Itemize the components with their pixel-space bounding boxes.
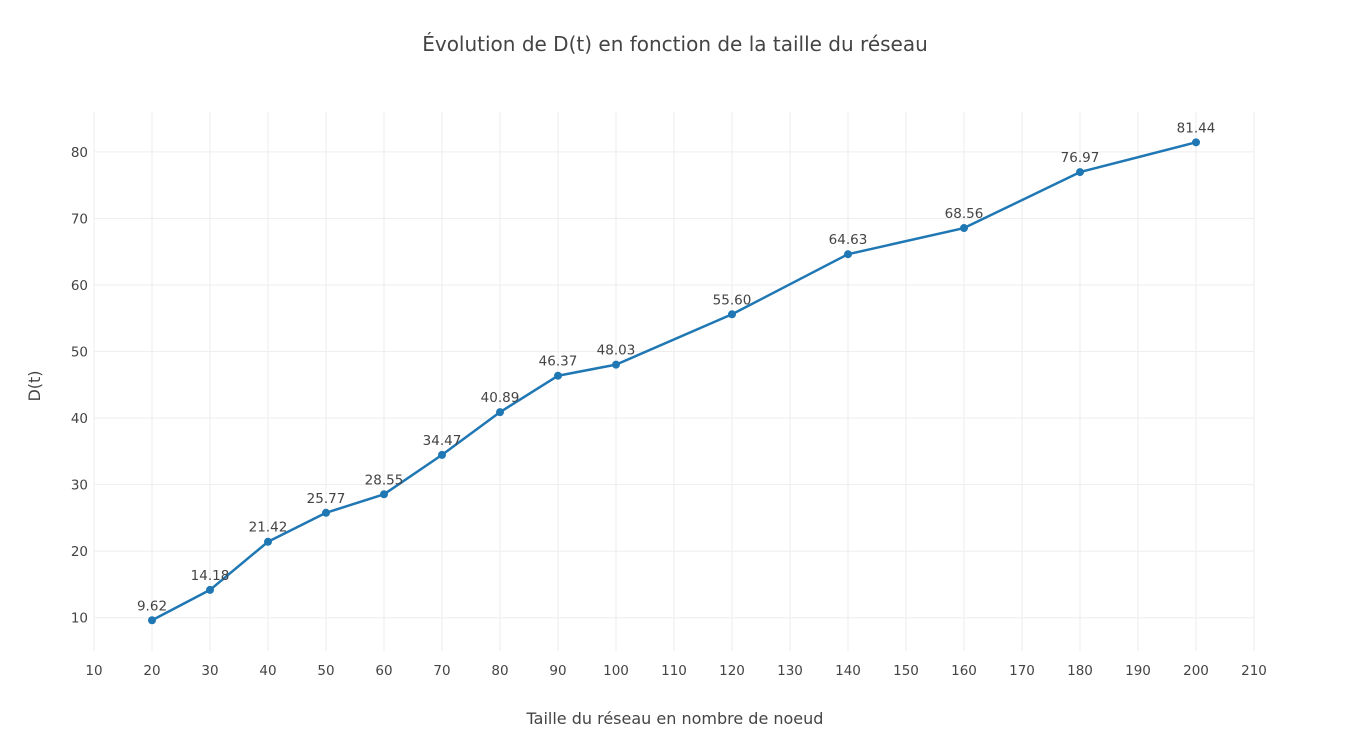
x-tick-label: 200 <box>1183 663 1209 679</box>
data-label: 64.63 <box>829 232 868 248</box>
data-label: 28.55 <box>365 472 404 488</box>
y-tick-label: 70 <box>71 211 88 227</box>
data-labels: 9.62 14.18 21.42 25.77 28.55 34.47 40.89 46.37 4… <box>137 120 1215 614</box>
x-tick-label: 70 <box>433 663 450 679</box>
x-tick-label: 140 <box>835 663 861 679</box>
data-label: 21.42 <box>249 520 288 536</box>
x-tick-label: 30 <box>201 663 218 679</box>
data-label: 40.89 <box>481 390 520 406</box>
data-point <box>264 537 272 546</box>
x-tick-label: 50 <box>317 663 334 679</box>
data-point <box>844 250 852 259</box>
data-point <box>206 585 214 594</box>
data-point <box>380 490 388 499</box>
x-tick-label: 10 <box>85 663 102 679</box>
x-tick-label: 90 <box>549 663 566 679</box>
data-label: 55.60 <box>713 292 752 308</box>
data-label: 76.97 <box>1061 150 1100 166</box>
series-line <box>150 141 1198 622</box>
y-tick-label: 60 <box>71 278 88 294</box>
x-tick-label: 120 <box>719 663 745 679</box>
x-tick-label: 190 <box>1125 663 1151 679</box>
data-point <box>554 371 562 380</box>
x-tick-label: 80 <box>491 663 508 679</box>
data-point <box>1076 168 1084 177</box>
data-point <box>960 224 968 233</box>
x-tick-label: 170 <box>1009 663 1035 679</box>
y-tick-label: 30 <box>71 478 88 494</box>
data-point <box>612 360 620 369</box>
x-tick-label: 40 <box>259 663 276 679</box>
data-point <box>1192 138 1200 147</box>
x-tick-label: 180 <box>1067 663 1093 679</box>
y-axis-title: D(t) <box>25 370 44 401</box>
y-tick-label: 50 <box>71 345 88 361</box>
data-label: 9.62 <box>137 598 167 614</box>
data-point <box>438 450 446 459</box>
data-label: 14.18 <box>191 568 230 584</box>
x-tick-label: 130 <box>777 663 803 679</box>
y-tick-label: 10 <box>71 611 88 627</box>
x-tick-label: 150 <box>893 663 919 679</box>
data-point <box>496 408 504 417</box>
chart-title: Évolution de D(t) en fonction de la tail… <box>422 32 928 56</box>
data-label: 34.47 <box>423 433 462 449</box>
x-axis-ticks: 10 20 30 40 50 60 70 80 90 100 110 120 130 140 150 160 1… <box>85 663 1266 679</box>
data-series <box>148 138 1200 625</box>
data-point <box>148 616 156 625</box>
grid <box>93 112 1255 651</box>
x-tick-label: 110 <box>661 663 687 679</box>
data-label: 25.77 <box>307 491 346 507</box>
x-tick-label: 160 <box>951 663 977 679</box>
data-label: 48.03 <box>597 343 636 359</box>
x-tick-label: 100 <box>603 663 629 679</box>
y-tick-label: 80 <box>71 145 88 161</box>
data-point <box>322 508 330 517</box>
y-tick-label: 20 <box>71 544 88 560</box>
y-tick-label: 40 <box>71 411 88 427</box>
x-tick-label: 20 <box>143 663 160 679</box>
data-point <box>728 310 736 319</box>
x-axis-title: Taille du réseau en nombre de noeud <box>526 709 824 728</box>
data-label: 46.37 <box>539 354 578 370</box>
y-axis-ticks: 10 20 30 40 50 60 70 80 <box>71 145 88 627</box>
data-label: 81.44 <box>1177 120 1216 136</box>
x-tick-label: 210 <box>1241 663 1267 679</box>
x-tick-label: 60 <box>375 663 392 679</box>
data-label: 68.56 <box>945 206 984 222</box>
